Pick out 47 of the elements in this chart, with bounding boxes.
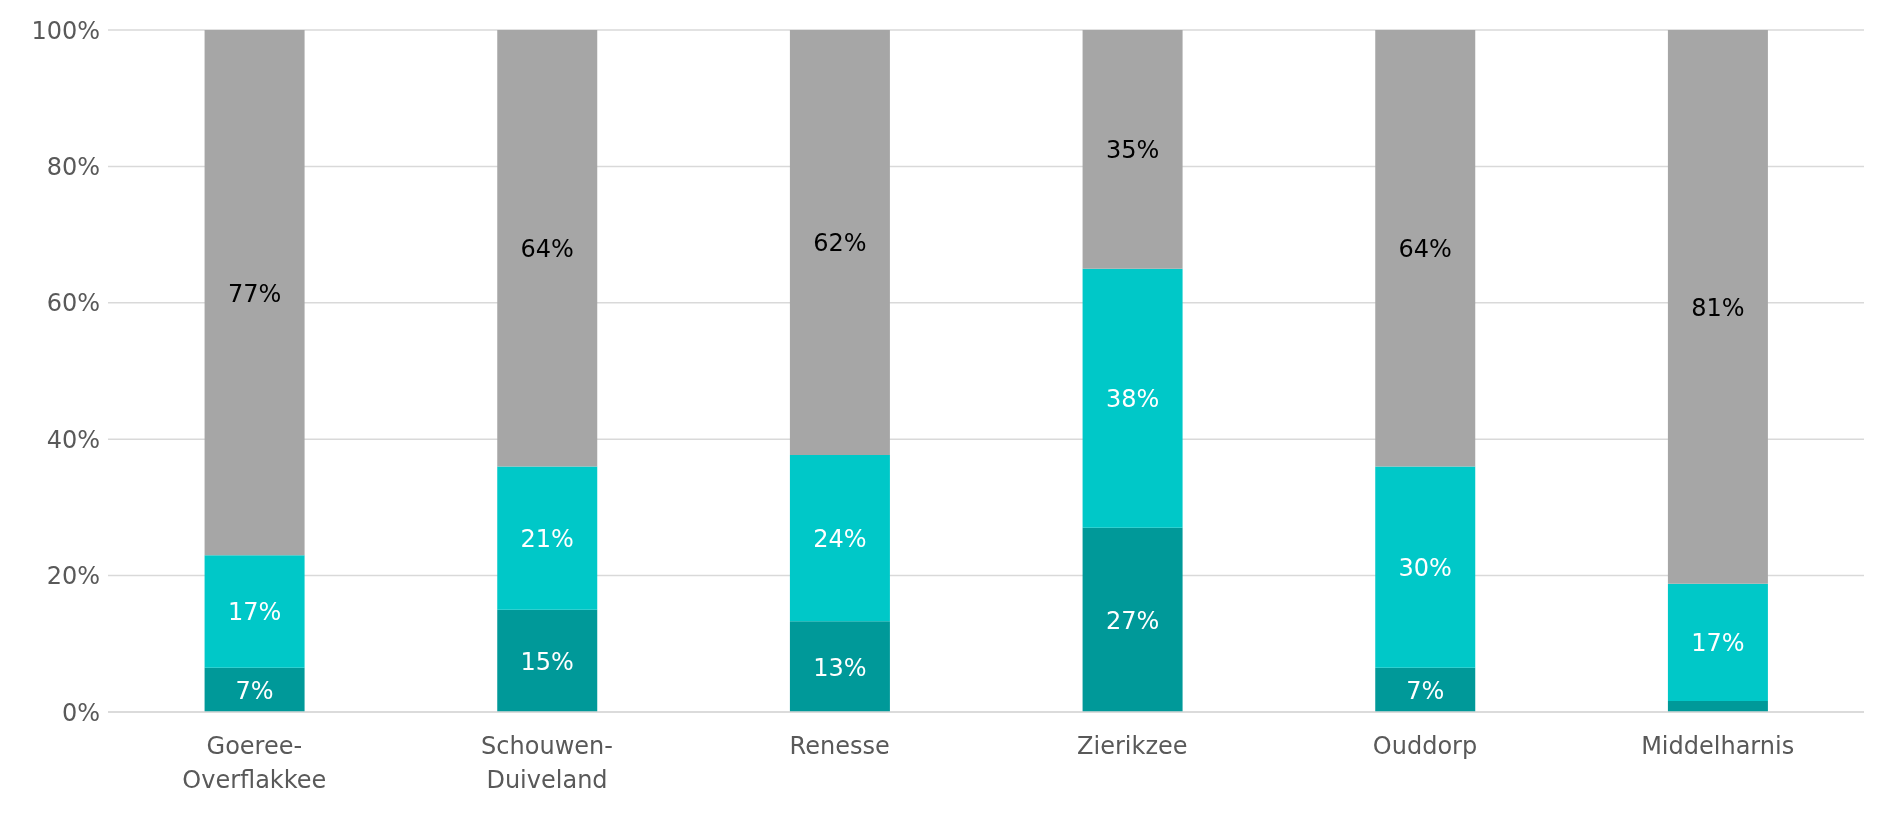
data-label: 15% <box>520 647 574 676</box>
y-tick-label: 80% <box>46 152 100 181</box>
data-label: 64% <box>1398 235 1452 264</box>
data-label: 17% <box>1691 629 1745 658</box>
data-label: 62% <box>813 229 867 258</box>
y-tick-label: 20% <box>46 562 100 591</box>
data-label: 24% <box>813 525 867 554</box>
x-tick-label: Zierikzee <box>1077 732 1188 760</box>
x-tick-label: Middelharnis <box>1641 732 1795 760</box>
data-label: 17% <box>227 598 282 627</box>
x-tick-label: Ouddorp <box>1372 732 1478 760</box>
data-label: 35% <box>1105 136 1160 165</box>
bar <box>1082 527 1183 712</box>
y-tick-label: 40% <box>46 425 100 454</box>
bar <box>789 621 890 712</box>
y-tick-label: 100% <box>31 16 100 45</box>
data-label: 7% <box>1406 676 1445 705</box>
y-tick-label: 60% <box>46 289 100 318</box>
bar <box>1082 268 1183 528</box>
bar <box>497 466 598 610</box>
data-label: 7% <box>235 676 274 705</box>
data-label: 77% <box>227 279 282 308</box>
data-label: 38% <box>1105 385 1160 414</box>
bar <box>497 30 598 467</box>
bar <box>204 555 305 668</box>
bar <box>204 30 305 556</box>
bar <box>1667 583 1768 702</box>
x-tick-label: Goeree-Overflakkee <box>182 732 327 794</box>
x-tick-label: Renesse <box>789 732 890 760</box>
bar <box>1667 701 1768 712</box>
data-label: 13% <box>813 653 867 682</box>
bar <box>1082 30 1183 269</box>
data-label: 21% <box>520 525 574 554</box>
data-label: 27% <box>1105 606 1160 635</box>
data-label: 64% <box>520 235 574 264</box>
data-label: 30% <box>1398 554 1452 583</box>
data-label: 81% <box>1691 293 1745 322</box>
bar <box>204 667 305 712</box>
bar <box>1375 30 1476 467</box>
bar <box>789 454 890 622</box>
bar <box>1667 30 1768 584</box>
bar <box>1375 466 1476 668</box>
y-tick-label: 0% <box>61 698 100 727</box>
x-tick-label: Schouwen-Duiveland <box>481 732 613 794</box>
bar <box>497 609 598 712</box>
bar <box>789 30 890 455</box>
bar <box>1375 667 1476 712</box>
